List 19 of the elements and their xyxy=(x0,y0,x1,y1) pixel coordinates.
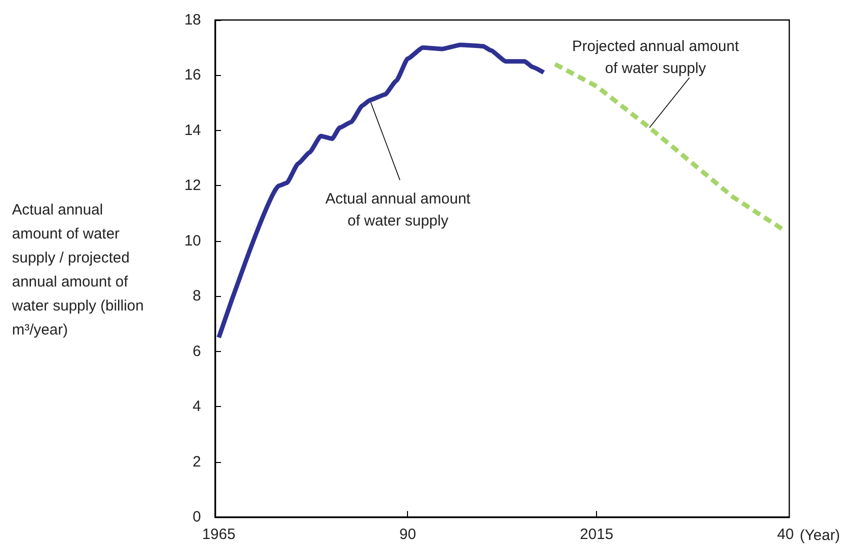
y-tick-label: 10 xyxy=(184,232,201,250)
y-tick-label: 6 xyxy=(192,342,201,360)
x-tick-label: 2015 xyxy=(580,526,614,543)
y-tick-label: 2 xyxy=(192,453,201,470)
y-tick-label: 0 xyxy=(192,508,201,526)
x-axis-title: (Year) xyxy=(800,527,840,544)
y-tick-label: 8 xyxy=(192,288,201,305)
annotation: Projected annual amount of water supply xyxy=(572,38,740,78)
y-tick-label: 14 xyxy=(184,122,201,139)
x-tick-label: 40 xyxy=(777,526,794,543)
y-tick-label: 12 xyxy=(184,177,201,194)
y-tick-label: 16 xyxy=(184,66,201,84)
annotation: Actual annual amount of water supply xyxy=(325,190,472,230)
y-axis-title: Actual annual amount of water supply / projected annual amount of water supply (billion m³/year) xyxy=(11,202,148,338)
y-tick-label: 18 xyxy=(184,12,201,28)
x-tick-label: 1965 xyxy=(202,526,236,543)
y-tick-label: 4 xyxy=(192,398,201,416)
x-tick-label: 90 xyxy=(399,526,416,543)
line-series xyxy=(216,42,546,340)
